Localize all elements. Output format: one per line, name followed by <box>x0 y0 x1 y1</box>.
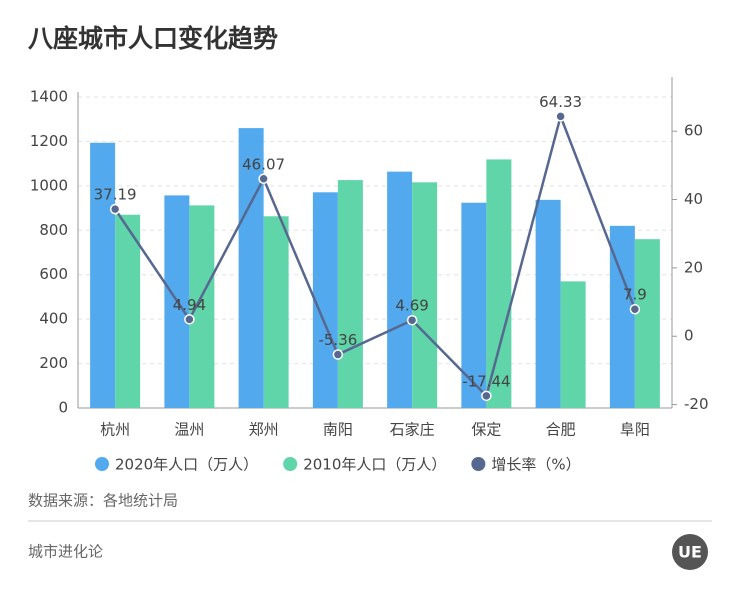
data-label: 4.94 <box>173 296 206 314</box>
y-tick-label: 600 <box>39 265 68 283</box>
line-point <box>258 173 269 185</box>
line-point <box>109 203 121 215</box>
logo: UE <box>678 543 702 562</box>
line-point <box>555 111 566 122</box>
logo-circle <box>672 534 708 570</box>
y-tick-label: 1000 <box>30 176 68 194</box>
y-tick-label: 1400 <box>30 88 68 106</box>
bar <box>560 281 586 408</box>
bar <box>189 205 215 408</box>
y-tick-label: 1200 <box>30 132 68 150</box>
chart-title: 八座城市人口变化趋势 <box>28 24 278 53</box>
line-point <box>481 390 492 402</box>
legend-label: 2020年人口（万人） <box>115 456 258 474</box>
x-tick-label: 杭州 <box>100 421 130 439</box>
footer: 城市进化论 <box>28 543 103 561</box>
y2-tick-label: 20 <box>684 258 703 276</box>
line-point <box>629 303 641 315</box>
legend-marker <box>283 457 298 471</box>
y-tick-label: 400 <box>39 310 68 328</box>
data-label: 37.19 <box>94 186 137 204</box>
x-tick-label: 阜阳 <box>620 421 650 439</box>
x-tick-label: 温州 <box>174 421 204 439</box>
legend-label: 增长率（%） <box>491 456 580 474</box>
bar <box>337 180 363 408</box>
bar <box>238 128 264 408</box>
bar <box>387 171 413 408</box>
line-point <box>184 314 195 325</box>
legend-label: 2010年人口（万人） <box>303 456 446 474</box>
y2-tick-label: 0 <box>684 327 694 345</box>
line-point <box>406 314 418 326</box>
bar <box>412 182 438 408</box>
data-label: 64.33 <box>539 93 582 111</box>
data-label: 46.07 <box>242 155 285 173</box>
data-label: 4.69 <box>395 297 428 315</box>
x-tick-label: 郑州 <box>249 421 279 439</box>
legend-marker <box>95 457 109 471</box>
x-tick-label: 石家庄 <box>390 421 435 439</box>
data-label: -5.36 <box>318 331 357 349</box>
bar <box>486 159 512 408</box>
y2-tick-label: 60 <box>684 122 703 140</box>
x-tick-label: 保定 <box>471 421 501 439</box>
y-tick-label: 0 <box>58 399 68 417</box>
x-tick-label: 合肥 <box>546 421 576 439</box>
y-tick-label: 800 <box>39 221 68 239</box>
data-label: -17.44 <box>462 372 510 390</box>
legend-marker <box>471 457 486 471</box>
source: 数据来源：各地统计局 <box>28 492 178 510</box>
y2-tick-label: 40 <box>684 190 703 208</box>
line <box>114 112 637 399</box>
bar <box>263 216 289 408</box>
bar <box>634 239 660 408</box>
data-label: 7.9 <box>623 286 647 304</box>
bar <box>90 142 116 409</box>
y-tick-label: 200 <box>39 354 68 372</box>
bar <box>115 214 141 408</box>
line-point <box>332 349 344 360</box>
x-tick-label: 南阳 <box>323 421 353 439</box>
y2-tick-label: -20 <box>684 395 709 413</box>
bar <box>312 192 338 408</box>
bar <box>535 199 561 408</box>
